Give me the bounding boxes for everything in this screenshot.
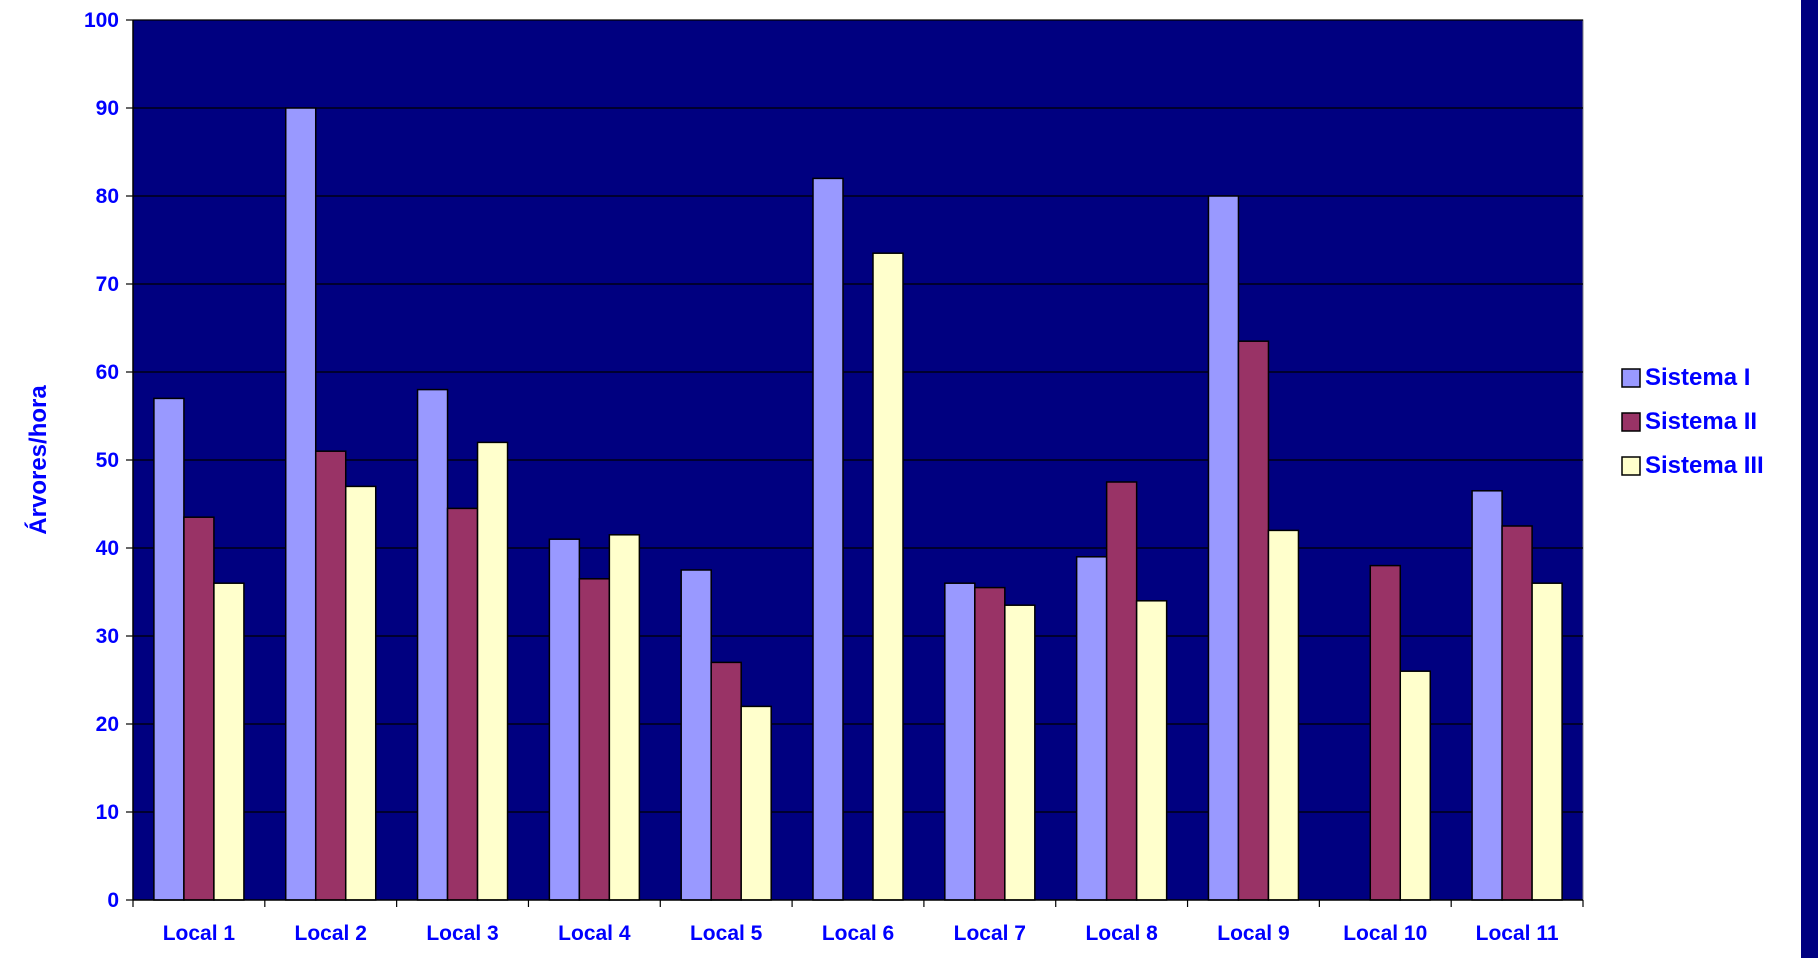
bar-9-series-2 [1237,340,1270,901]
y-tick-label-60: 60 [96,361,119,384]
y-tick-label-90: 90 [96,97,119,120]
bar-3-series-1 [416,388,449,901]
axes [126,19,1584,907]
y-tick-label-50: 50 [96,449,119,472]
x-tick-label-7: Local 7 [954,922,1026,945]
bar-9-series-1 [1207,195,1240,901]
bar-5-series-3 [740,705,772,901]
y-tick-labels: 0 10 20 30 40 50 60 70 80 90 100 [84,9,119,912]
y-tick-label-80: 80 [96,185,119,208]
legend-label-2: Sistema II [1645,408,1757,435]
bar-3-series-3 [476,441,509,901]
x-tick-label-11: Local 11 [1476,922,1559,945]
x-tick-labels: Local 1 Local 2 Local 3 Local 4 Local 5 Local… [163,922,1559,945]
y-tick-label-100: 100 [84,9,119,32]
x-tick-label-10: Local 10 [1343,922,1427,945]
bars [153,107,1563,901]
x-tick-label-6: Local 6 [822,922,894,945]
legend-swatch-1 [1621,368,1641,388]
legend-swatch-2 [1621,412,1641,432]
bar-2-series-1 [284,107,317,901]
bar-5-series-1 [680,569,712,901]
x-tick-label-4: Local 4 [558,922,631,945]
bar-11-series-1 [1471,490,1503,901]
bar-6-series-3 [872,252,904,901]
bar-1-series-2 [183,516,215,901]
legend-label-1: Sistema I [1645,364,1750,391]
bar-9-series-3 [1267,529,1300,901]
x-tick-label-5: Local 5 [690,922,763,945]
bar-3-series-2 [446,507,479,901]
bar-11-series-2 [1501,525,1533,901]
bar-7-series-1 [944,582,976,901]
y-tick-label-20: 20 [96,713,119,736]
bar-8-series-1 [1075,556,1108,901]
bar-1-series-1 [153,397,185,901]
y-axis-title: Árvores/hora [24,385,52,535]
y-tick-label-10: 10 [96,801,119,824]
legend-label-3: Sistema III [1645,452,1764,479]
bar-8-series-3 [1135,600,1168,901]
legend: Sistema I Sistema II Sistema III [1621,364,1764,479]
bar-6-series-1 [812,177,844,901]
y-tick-label-30: 30 [96,625,119,648]
x-tick-label-2: Local 2 [295,922,367,945]
bar-4-series-2 [578,578,611,901]
bar-4-series-1 [548,538,581,901]
x-tick-label-1: Local 1 [163,922,236,945]
y-tick-label-70: 70 [96,273,119,296]
bar-4-series-3 [608,534,641,901]
bar-5-series-2 [710,661,742,901]
x-tick-label-8: Local 8 [1085,922,1158,945]
x-tick-label-3: Local 3 [426,922,498,945]
bar-2-series-2 [314,450,347,901]
bar-1-series-3 [213,582,245,901]
bar-10-series-2 [1369,564,1402,901]
bar-10-series-3 [1399,670,1432,901]
bar-2-series-3 [344,485,377,901]
x-tick-label-9: Local 9 [1217,922,1289,945]
bar-7-series-3 [1004,604,1036,901]
y-tick-label-0: 0 [107,889,119,912]
legend-swatch-3 [1621,456,1641,476]
bar-8-series-2 [1105,481,1138,901]
bar-11-series-3 [1531,582,1563,901]
bar-7-series-2 [974,586,1006,901]
right-edge-bar [1801,0,1818,958]
y-tick-label-40: 40 [96,537,119,560]
